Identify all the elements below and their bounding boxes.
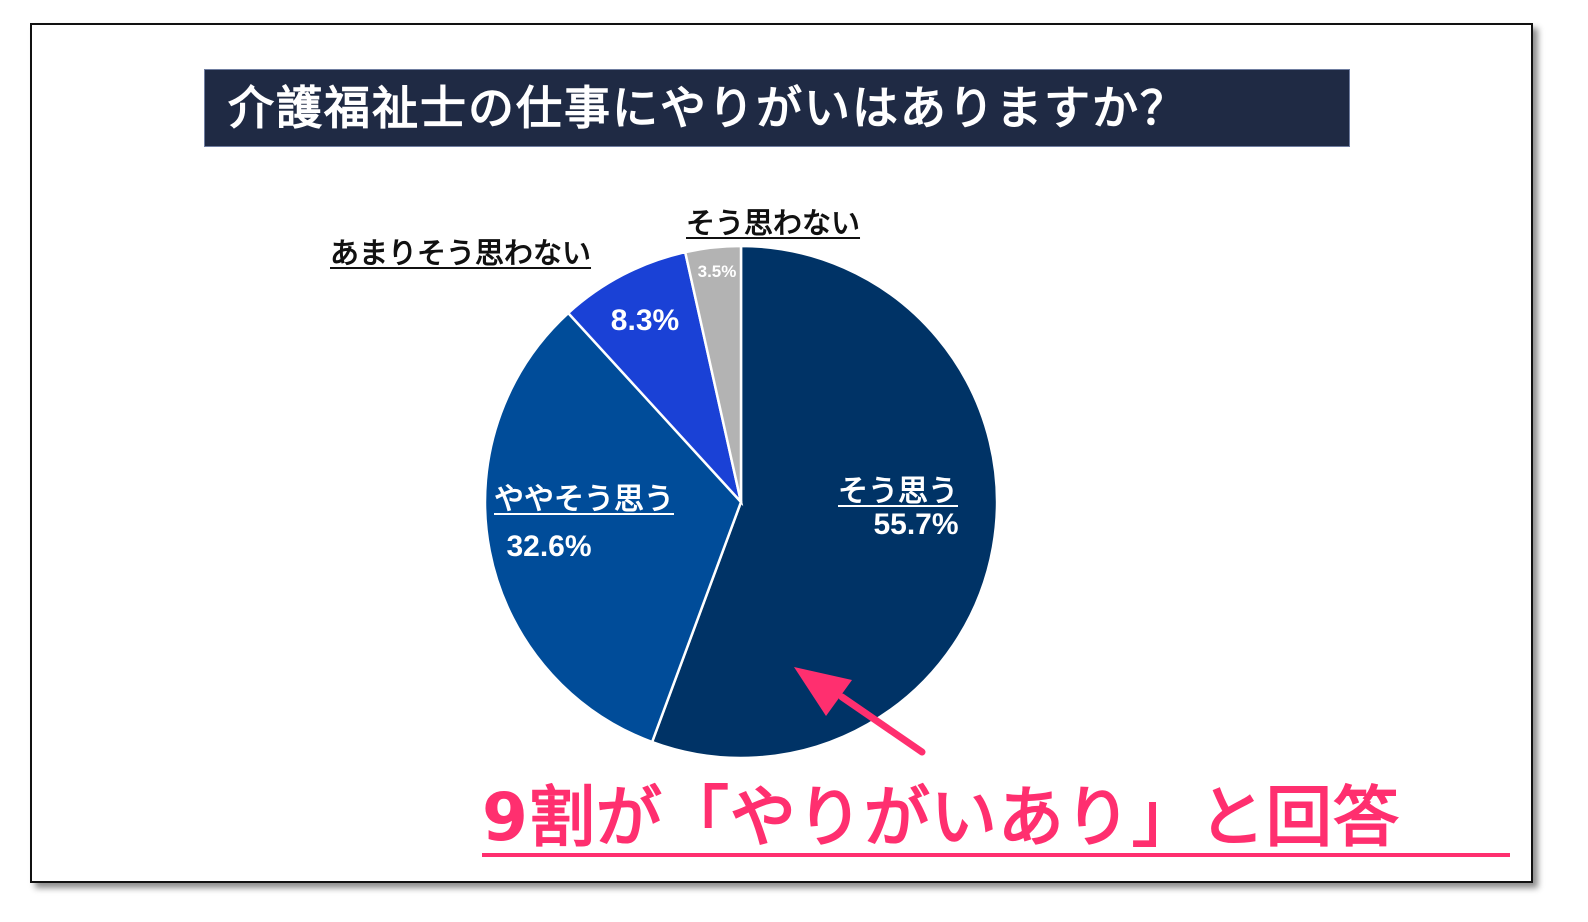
arrow-head [794, 667, 852, 716]
slice-category-label-amarisoomowanai: あまりそう思わない [330, 236, 592, 270]
pie-slice-1 [650, 244, 999, 760]
slice-value-label-3: 8.3% [611, 304, 679, 337]
callout-arrow [794, 667, 926, 756]
title-bar [204, 69, 1350, 147]
slice-value-label-2: 32.6% [506, 530, 591, 563]
arrow-shaft [838, 693, 926, 756]
slice-category-label-yayasoomou: ややそう思う [494, 482, 674, 517]
caption-underline [482, 853, 1510, 857]
slice-category-label-soomou: そう思う [838, 474, 958, 509]
caption-text: 9割が「やりがいあり」と回答 [482, 779, 1400, 856]
slice-category-label-soomowanai: そう思わない [686, 206, 861, 240]
pie-slice-2 [483, 311, 743, 744]
pie-slice-4 [683, 244, 743, 503]
slice-value-label-4: 3.5% [698, 262, 737, 281]
value-labels: 55.7% 32.6% 8.3% 3.5% [506, 262, 958, 563]
slice-value-label-1: 55.7% [873, 508, 958, 541]
chart-title: 介護福祉士の仕事にやりがいはありますか？ [228, 81, 1188, 135]
pie-slices [483, 244, 999, 760]
pie-slice-3 [566, 250, 744, 507]
